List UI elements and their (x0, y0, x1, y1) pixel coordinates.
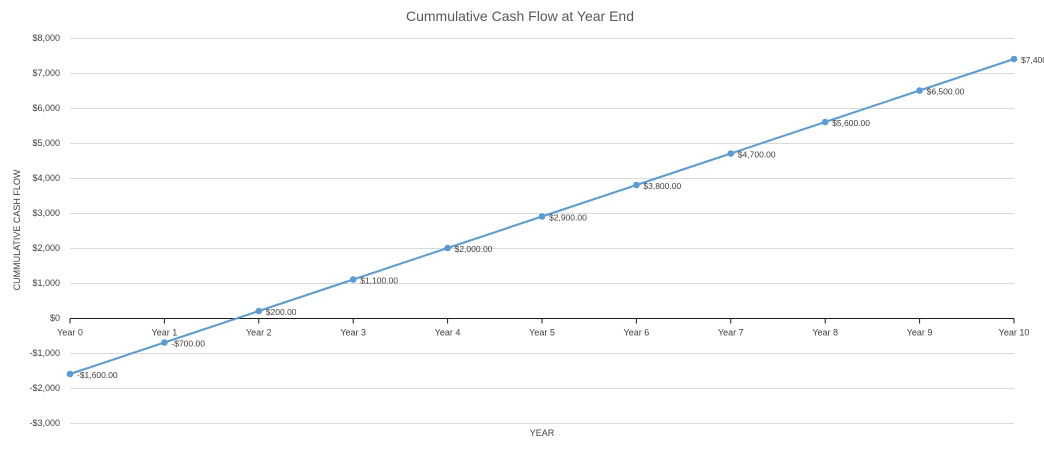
x-tick-label: Year 10 (999, 328, 1030, 338)
x-tick-label: Year 5 (529, 328, 555, 338)
data-label: $7,400.00 (1021, 55, 1044, 65)
y-axis-title: CUMMULATIVE CASH FLOW (12, 169, 22, 290)
y-tick-label: -$3,000 (29, 418, 60, 428)
y-tick-label: -$1,000 (29, 348, 60, 358)
y-tick-label: $2,000 (32, 243, 60, 253)
y-tick-label: -$2,000 (29, 383, 60, 393)
x-tick-label: Year 1 (152, 328, 178, 338)
data-labels: -$1,600.00 -$700.00 $200.00 $1,100.00 $2,000… (77, 55, 1044, 380)
data-point (916, 87, 923, 94)
y-axis-ticks: $8,000 $7,000 $6,000 $5,000 $4,000 $3,000 $2,0… (29, 33, 60, 428)
data-point (727, 150, 735, 157)
y-tick-label: $6,000 (32, 103, 60, 113)
data-point (633, 181, 640, 189)
data-label: $6,500.00 (927, 87, 965, 97)
x-tick-label: Year 8 (812, 328, 838, 338)
x-axis-title: YEAR (530, 428, 555, 438)
data-label: $3,800.00 (643, 181, 681, 191)
x-tick-label: Year 3 (340, 328, 366, 338)
data-point (161, 339, 168, 346)
data-point (255, 307, 263, 315)
x-tick-label: Year 6 (624, 328, 650, 338)
x-tick-label: Year 2 (246, 328, 272, 338)
x-tick-label: Year 9 (907, 328, 933, 338)
y-tick-label: $1,000 (32, 278, 60, 288)
y-tick-label: $7,000 (32, 68, 60, 78)
data-label: $1,100.00 (360, 276, 398, 286)
data-point (1010, 55, 1018, 63)
chart-title: Cummulative Cash Flow at Year End (406, 8, 634, 24)
x-tick-label: Year 0 (57, 328, 83, 338)
data-label: -$700.00 (171, 339, 205, 349)
data-label: $2,000.00 (455, 244, 493, 254)
y-tick-label: $4,000 (32, 173, 60, 183)
x-tick-label: Year 4 (435, 328, 461, 338)
x-axis-ticks: Year 0 Year 1 Year 2 Year 3 Year 4 Year 5 Year… (57, 318, 1030, 338)
y-tick-label: $0 (50, 313, 60, 323)
data-point (349, 276, 357, 283)
data-label: $200.00 (266, 307, 297, 317)
data-point (821, 118, 829, 126)
data-point (66, 370, 74, 378)
y-tick-label: $3,000 (32, 208, 60, 218)
data-label: $5,600.00 (832, 118, 870, 128)
gridlines (70, 38, 1014, 424)
series-layer (66, 55, 1018, 378)
x-tick-label: Year 7 (718, 328, 744, 338)
y-tick-label: $5,000 (32, 138, 60, 148)
y-tick-label: $8,000 (32, 33, 60, 43)
data-label: $4,700.00 (738, 150, 776, 160)
data-label: $2,900.00 (549, 213, 587, 223)
data-label: -$1,600.00 (77, 370, 118, 380)
data-point (538, 213, 546, 220)
data-point (444, 244, 451, 252)
